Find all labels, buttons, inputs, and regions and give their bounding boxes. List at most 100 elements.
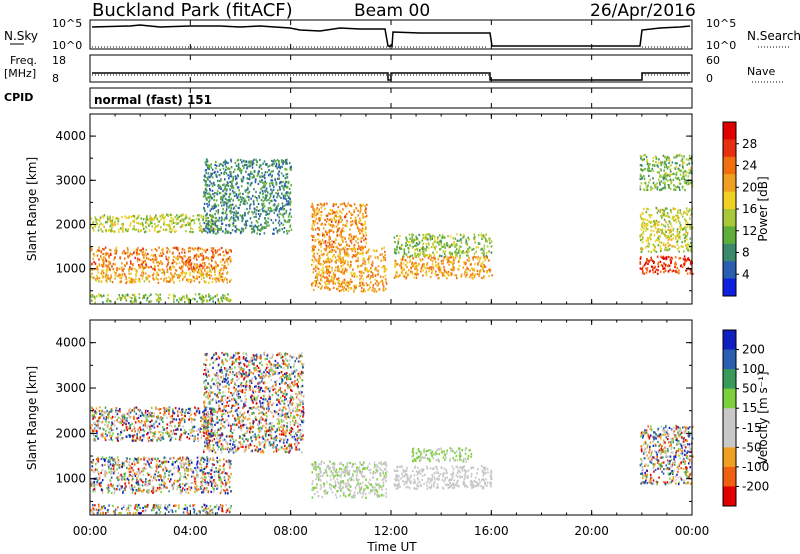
- x-axis-label: Time UT: [366, 540, 417, 554]
- freq-tick-bottom: 8: [52, 72, 59, 85]
- velocity-panel: 4000 3000 2000 1000 Slant Range [km] 200 100…: [25, 319, 770, 516]
- power-ytick-label-0: 4000: [55, 129, 86, 143]
- velocity-colorbar: 200 100 50 15 -15 -50 -100 -200: [722, 329, 769, 507]
- velocity-ytick-label-3: 1000: [55, 472, 86, 486]
- power-colorbar-step-4: [723, 191, 736, 210]
- power-region-3: [90, 213, 217, 234]
- freq-unit: [MHz]: [4, 67, 36, 80]
- velocity-colorbar-step-3: [723, 388, 736, 409]
- freq-panel: Freq. [MHz] 18 8 60 0 Nave: [4, 54, 784, 85]
- velocity-colorbar-tick-2: 50: [742, 382, 757, 396]
- velocity-ytick-label-1: 3000: [55, 381, 86, 395]
- freq-label: Freq.: [10, 54, 37, 67]
- freq-trace: [92, 72, 690, 81]
- velocity-region-2: [90, 406, 217, 443]
- velocity-colorbar-tick-3: 15: [742, 401, 757, 415]
- power-colorbar-step-5: [723, 209, 736, 227]
- power-colorbar-step-7: [723, 243, 736, 262]
- power-panel: 4000 3000 2000 1000 Slant Range [km] 28 24 20…: [25, 113, 770, 305]
- nsky-trace: [91, 24, 691, 47]
- x-tick-label-4: 16:00: [474, 524, 509, 538]
- velocity-ylabel: Slant Range [km]: [25, 366, 39, 470]
- nsky-panel: N.Sky 10^5 10^0 10^5 10^0 N.Search: [4, 17, 800, 52]
- power-ytick-label-2: 2000: [55, 217, 86, 231]
- power-colorbar-tick-2: 20: [742, 180, 757, 194]
- velocity-region-7: [639, 424, 694, 486]
- power-colorbar-step-6: [723, 226, 736, 245]
- power-region-0: [90, 293, 232, 304]
- velocity-region-1: [90, 456, 232, 495]
- velocity-region-5: [393, 465, 493, 490]
- nsky-tick-bottom: 10^0: [52, 39, 82, 52]
- velocity-colorbar-step-6: [723, 447, 736, 468]
- power-colorbar-tick-0: 28: [742, 137, 757, 151]
- beam-title: Beam 00: [354, 1, 430, 21]
- power-y-axis: 4000 3000 2000 1000: [55, 113, 692, 292]
- velocity-ytick-label-0: 4000: [55, 336, 86, 350]
- power-region-7: [393, 255, 493, 280]
- velocity-colorbar-step-2: [723, 369, 736, 390]
- power-region-1: [90, 268, 232, 285]
- power-region-11: [639, 153, 694, 192]
- power-ytick-label-3: 1000: [55, 262, 86, 276]
- x-tick-label-3: 12:00: [374, 524, 409, 538]
- power-colorbar-label: Power [dB]: [756, 176, 770, 241]
- velocity-y-axis: 4000 3000 2000 1000: [55, 319, 692, 502]
- velocity-heatmap: [90, 351, 694, 515]
- power-colorbar-tick-6: 4: [742, 267, 750, 281]
- nsearch-tick-bottom: 10^0: [706, 39, 736, 52]
- station-title: Buckland Park (fitACF): [92, 0, 293, 21]
- velocity-region-0: [90, 503, 232, 515]
- x-tick-label-5: 20:00: [574, 524, 609, 538]
- power-region-8: [393, 233, 493, 258]
- power-region-4: [202, 158, 293, 236]
- power-colorbar-step-9: [723, 278, 736, 297]
- velocity-colorbar-tick-4: -15: [742, 421, 762, 435]
- velocity-colorbar-step-0: [723, 330, 736, 350]
- velocity-colorbar-step-5: [723, 427, 736, 448]
- power-colorbar-tick-3: 16: [742, 202, 757, 216]
- x-tick-label-1: 04:00: [173, 524, 208, 538]
- power-region-6: [310, 202, 368, 249]
- velocity-region-3: [202, 351, 305, 454]
- velocity-colorbar-tick-0: 200: [742, 343, 765, 357]
- velocity-ytick-label-2: 2000: [55, 426, 86, 440]
- velocity-colorbar-tick-1: 100: [742, 362, 765, 376]
- velocity-region-6: [411, 447, 473, 463]
- x-tick-label-0: 00:00: [73, 524, 108, 538]
- velocity-colorbar-step-1: [723, 349, 736, 370]
- power-region-9: [639, 255, 694, 276]
- date-title: 26/Apr/2016: [590, 1, 696, 21]
- velocity-colorbar-step-7: [723, 466, 736, 487]
- power-colorbar-step-1: [723, 139, 736, 158]
- nsearch-label: N.Search: [747, 29, 800, 43]
- power-colorbar-step-3: [723, 174, 736, 192]
- x-axis: 00:00 04:00 08:00 12:00 16:00 20:00 00:00: [73, 20, 710, 538]
- power-colorbar: 28 24 20 16 12 8 4: [722, 121, 757, 297]
- velocity-colorbar-tick-6: -100: [742, 460, 769, 474]
- power-colorbar-step-2: [723, 156, 736, 175]
- power-ylabel: Slant Range [km]: [25, 157, 39, 261]
- freq-tick-top: 18: [52, 54, 66, 67]
- velocity-colorbar-tick-7: -200: [742, 479, 769, 493]
- power-colorbar-step-8: [723, 261, 736, 279]
- nsky-label: N.Sky: [4, 29, 38, 43]
- power-heatmap: [90, 153, 694, 304]
- power-colorbar-tick-5: 8: [742, 246, 750, 260]
- x-tick-label-6: 00:00: [675, 524, 710, 538]
- nsearch-tick-top: 10^5: [706, 17, 736, 30]
- power-colorbar-step-0: [723, 122, 736, 140]
- power-region-10: [639, 206, 694, 254]
- cpid-label: CPID: [4, 91, 33, 104]
- velocity-colorbar-step-8: [723, 486, 736, 507]
- power-region-5: [310, 246, 388, 293]
- nave-label: Nave: [747, 65, 775, 78]
- nave-tick-bottom: 0: [706, 72, 713, 85]
- power-ytick-label-1: 3000: [55, 173, 86, 187]
- velocity-colorbar-label: Velocity [m s⁻¹]: [756, 371, 770, 464]
- power-colorbar-tick-4: 12: [742, 224, 757, 238]
- power-colorbar-tick-1: 24: [742, 159, 757, 173]
- power-region-2: [90, 246, 232, 271]
- nave-tick-top: 60: [706, 54, 720, 67]
